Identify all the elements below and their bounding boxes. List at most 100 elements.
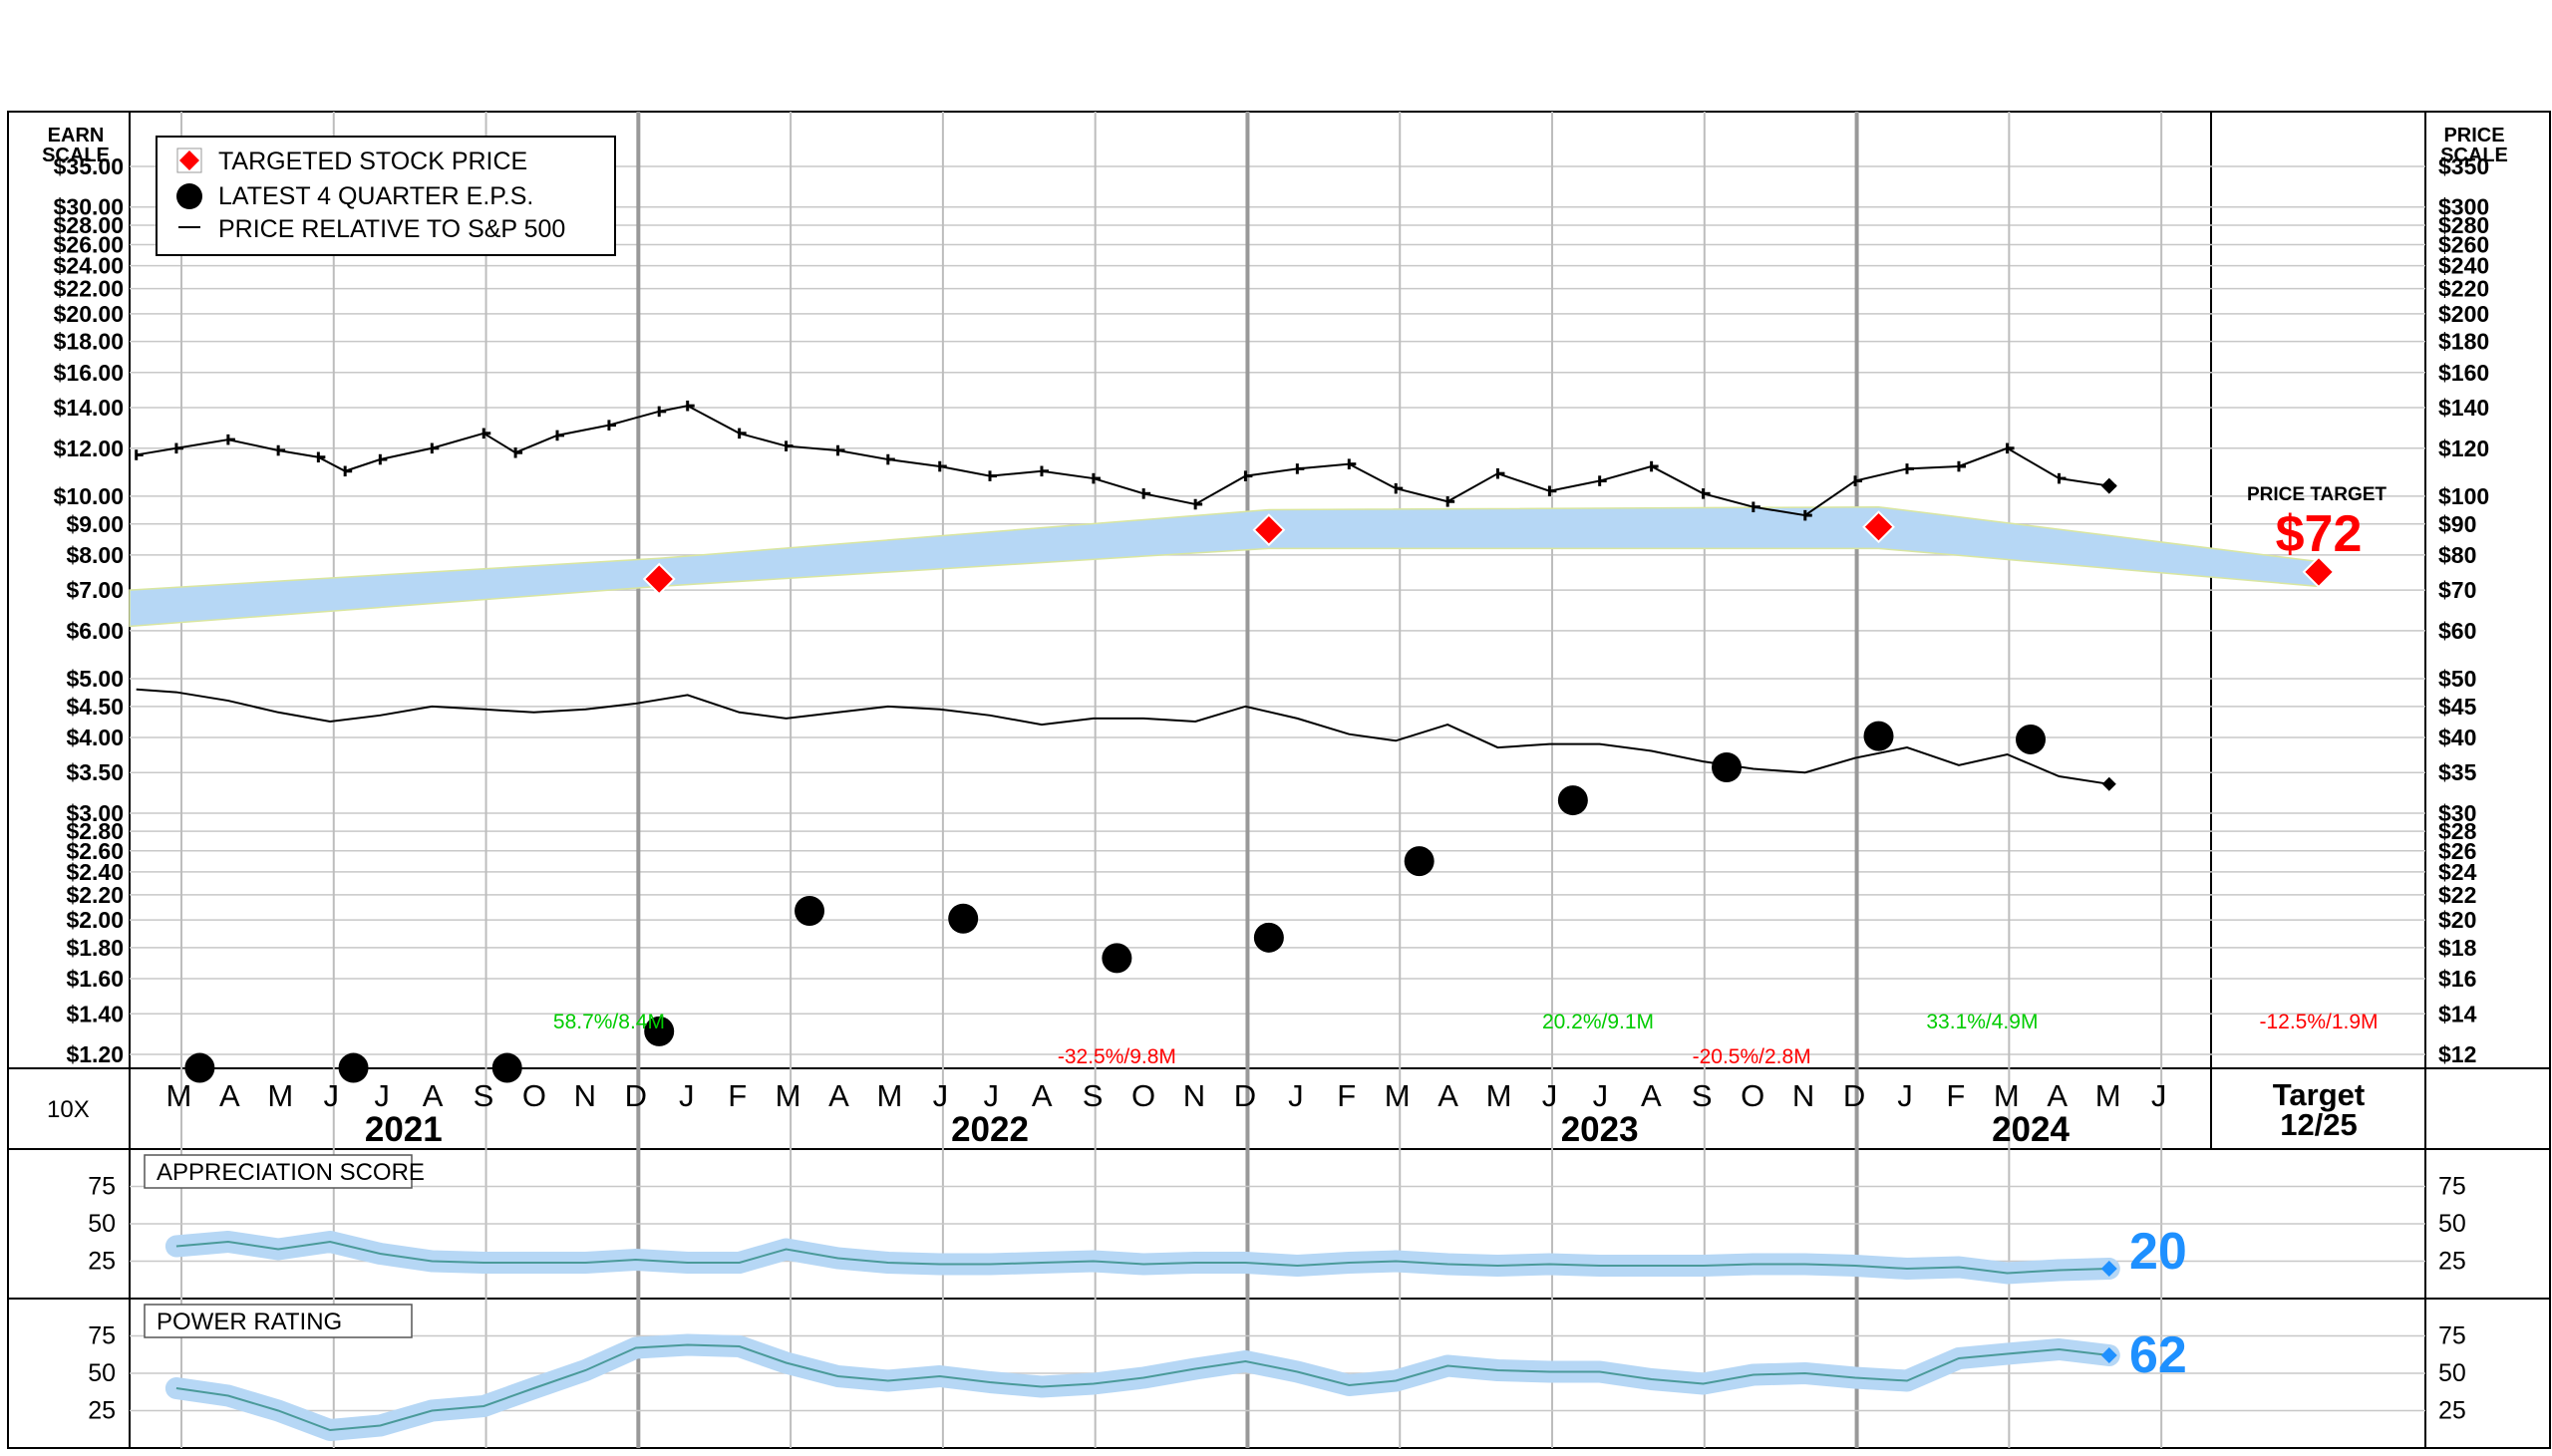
target-diamond — [642, 562, 676, 596]
performance-annotation: 58.7%/8.4M — [553, 1011, 665, 1033]
month-label: A — [423, 1078, 444, 1113]
performance-annotation: -20.5%/2.8M — [1693, 1045, 1811, 1068]
month-label: J — [933, 1078, 949, 1113]
performance-annotation: -32.5%/9.8M — [1058, 1045, 1176, 1068]
price-tick-label: $140 — [2438, 395, 2489, 421]
price-tick-label: $70 — [2438, 577, 2476, 603]
month-label: O — [1741, 1078, 1764, 1113]
month-label: J — [984, 1078, 1000, 1113]
target-band-area — [129, 505, 2320, 628]
relative-last-marker — [2101, 776, 2116, 791]
month-label: O — [522, 1078, 546, 1113]
price-tick-label: $260 — [2438, 232, 2489, 258]
month-label: D — [625, 1078, 647, 1113]
appreciation-tick-left: 75 — [88, 1173, 116, 1201]
month-label: M — [2095, 1078, 2121, 1113]
earn-tick-label: $22.00 — [54, 276, 124, 302]
month-label: A — [828, 1078, 849, 1113]
power-tick-right: 25 — [2438, 1397, 2466, 1425]
month-label: O — [1131, 1078, 1155, 1113]
month-label: A — [2047, 1078, 2068, 1113]
earn-tick-label: $24.00 — [54, 253, 124, 279]
performance-annotation: -12.5%/1.9M — [2259, 1011, 2378, 1033]
appreciation-score-title: APPRECIATION SCORE — [157, 1159, 425, 1186]
outer-frame — [7, 111, 2551, 1449]
earn-tick-label: $12.00 — [54, 436, 124, 461]
relative-sp500-line — [136, 688, 2109, 785]
power-last-marker — [2100, 1347, 2117, 1363]
target-diamond — [2302, 555, 2336, 589]
appreciation-tick-right: 25 — [2438, 1248, 2466, 1276]
target-diamond — [1862, 510, 1895, 544]
axis-layer: $1.20 $12 $1.40 $14 $1.60 $16 $1.80 $18 $2.00 $20… — [54, 153, 2490, 1425]
eps-dot — [1404, 846, 1435, 877]
earn-tick-label: $35.00 — [54, 153, 124, 179]
legend-box — [156, 136, 616, 256]
earn-tick-label: $1.40 — [66, 1001, 124, 1026]
price-tick-label: $300 — [2438, 194, 2489, 220]
month-label: S — [1083, 1078, 1104, 1113]
earn-tick-label: $30.00 — [54, 194, 124, 220]
target-column-date: 12/25 — [2280, 1107, 2358, 1142]
target-column-title: Target — [2273, 1077, 2365, 1112]
month-label: J — [679, 1078, 695, 1113]
price-tick-label: $120 — [2438, 436, 2489, 461]
eps-dot — [338, 1052, 369, 1083]
month-label: M — [1994, 1078, 2020, 1113]
power-line — [175, 1343, 2109, 1432]
series-layer: 58.7%/8.4M -32.5%/9.8M 20.2%/9.1M -20.5%/2.… — [135, 400, 2379, 1441]
month-label: N — [1183, 1078, 1205, 1113]
earn-tick-label: $1.60 — [66, 966, 124, 992]
month-label: J — [1897, 1078, 1913, 1113]
earn-tick-label: $14.00 — [54, 395, 124, 421]
month-label: J — [323, 1078, 339, 1113]
month-label: A — [1032, 1078, 1053, 1113]
legend-label-relative: PRICE RELATIVE TO S&P 500 — [218, 215, 565, 243]
appreciation-tick-right: 50 — [2438, 1210, 2466, 1238]
power-tick-left: 50 — [88, 1359, 116, 1387]
earn-tick-label: $2.20 — [66, 882, 124, 908]
price-tick-label: $50 — [2438, 666, 2476, 692]
price-tick-label: $12 — [2438, 1041, 2476, 1067]
multiplier-label: 10X — [47, 1096, 90, 1123]
month-label: F — [728, 1078, 747, 1113]
legend-label-eps: LATEST 4 QUARTER E.P.S. — [218, 182, 533, 210]
stock-price-last-marker — [2100, 477, 2117, 494]
price-tick-label: $40 — [2438, 725, 2476, 750]
month-label: J — [1593, 1078, 1609, 1113]
eps-dot — [795, 895, 825, 926]
month-label: M — [1385, 1078, 1411, 1113]
eps-dot — [1557, 785, 1588, 816]
legend-label-target: TARGETED STOCK PRICE — [218, 147, 527, 175]
month-label: J — [1542, 1078, 1558, 1113]
price-tick-label: $26 — [2438, 838, 2476, 864]
power-tick-right: 50 — [2438, 1359, 2466, 1387]
month-label: F — [1337, 1078, 1356, 1113]
legend: TARGETED STOCK PRICE LATEST 4 QUARTER E.… — [156, 136, 616, 256]
earn-scale-title-1: EARN — [48, 125, 105, 146]
earn-tick-label: $8.00 — [66, 542, 124, 568]
price-tick-label: $160 — [2438, 360, 2489, 386]
price-target-value: $72 — [2276, 505, 2363, 563]
price-tick-label: $100 — [2438, 483, 2489, 509]
appreciation-tick-right: 75 — [2438, 1173, 2466, 1201]
earn-tick-label: $20.00 — [54, 301, 124, 327]
eps-dot — [184, 1052, 215, 1083]
price-tick-label: $24 — [2438, 859, 2477, 885]
black-dot-icon — [176, 183, 202, 209]
appreciation-line — [175, 1240, 2109, 1275]
earn-tick-label: $18.00 — [54, 329, 124, 355]
earn-tick-label: $6.00 — [66, 618, 124, 644]
price-tick-label: $60 — [2438, 618, 2476, 644]
earn-tick-label: $3.00 — [66, 800, 124, 826]
earn-tick-label: $26.00 — [54, 232, 124, 258]
month-label: A — [1437, 1078, 1458, 1113]
power-title-box — [144, 1304, 413, 1338]
earn-tick-label: $1.20 — [66, 1041, 124, 1067]
appreciation-tick-left: 50 — [88, 1210, 116, 1238]
power-rating-title: POWER RATING — [157, 1309, 342, 1335]
month-label: J — [1288, 1078, 1304, 1113]
red-diamond-icon — [179, 150, 199, 170]
price-tick-label: $80 — [2438, 542, 2476, 568]
